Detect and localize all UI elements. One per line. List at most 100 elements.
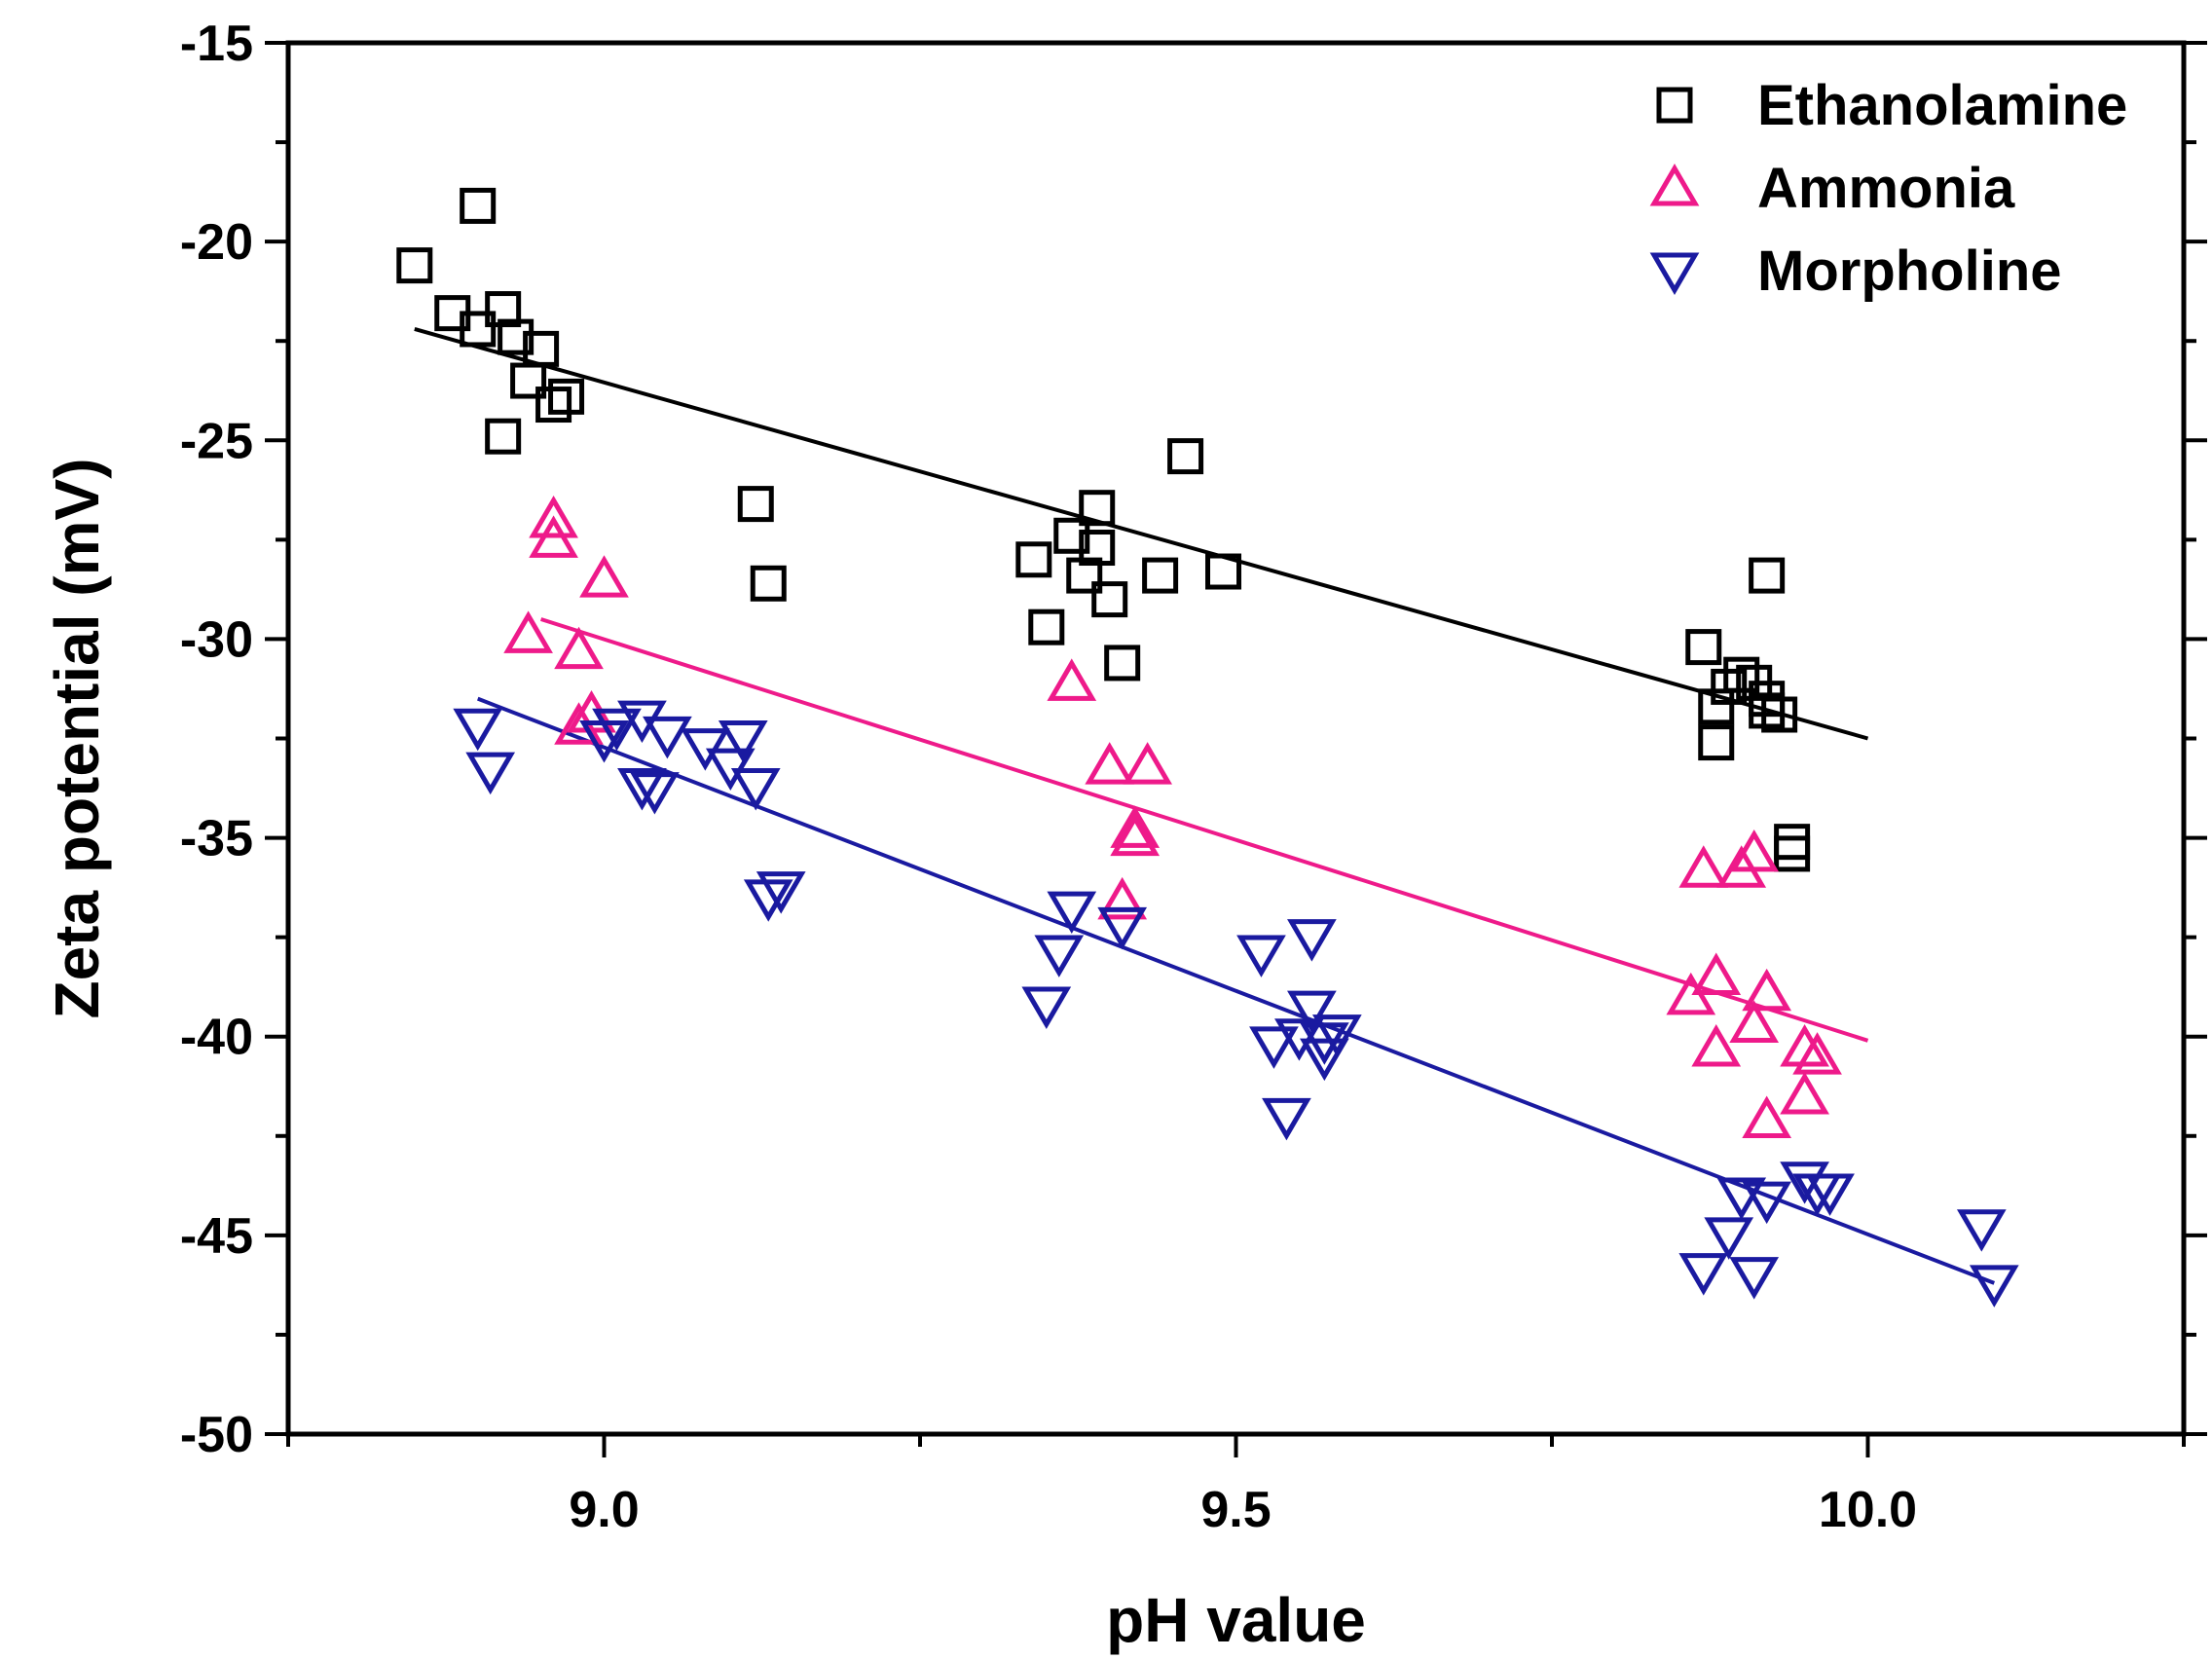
point-morpholine [1021,986,1072,1030]
point-ethanolamine [1774,824,1811,861]
point-morpholine [617,767,667,811]
point-morpholine [1047,891,1097,935]
point-ethanolamine [460,187,497,224]
plot-frame [285,40,2187,1437]
point-ammonia [1123,742,1172,785]
point-morpholine [1034,935,1085,977]
y-axis-title: Zeta potential (mV) [42,458,112,1018]
point-ammonia [1097,876,1148,920]
point-ethanolamine [1205,553,1242,590]
y-tick-label: -20 [180,214,253,271]
point-ammonia [554,626,604,670]
point-ammonia [1780,1071,1829,1115]
point-ethanolamine [1167,438,1204,475]
point-ethanolamine [1749,692,1786,729]
point-ammonia [1742,968,1792,1012]
point-ammonia [1678,845,1729,888]
y-tick-label: -45 [180,1208,253,1265]
point-ammonia [1085,742,1135,785]
legend: Ethanolamine Ammonia Morpholine [1649,74,2127,303]
point-ethanolamine [1761,696,1798,733]
point-morpholine [1287,919,1337,962]
point-morpholine [1287,990,1337,1034]
point-ethanolamine [485,291,522,328]
point-ethanolamine [498,318,535,355]
legend-label-ammonia: Ammonia [1757,157,2015,220]
point-ethanolamine [737,486,774,523]
point-ethanolamine [1066,557,1103,594]
point-ethanolamine [1142,557,1179,594]
point-ethanolamine [1698,724,1735,761]
point-ethanolamine [1711,668,1748,705]
point-morpholine [1249,1026,1299,1069]
point-ammonia [579,555,629,598]
ticks-layer: -50 -45 -40 -35 -30 -25 -20 -15 9.0 9.5 10.0 [180,16,2207,1538]
legend-label-ethanolamine: Ethanolamine [1757,74,2127,137]
point-ammonia [1110,805,1161,848]
legend-marker-ethanolamine [1656,87,1693,124]
point-morpholine [756,871,806,914]
point-ethanolamine [396,247,433,284]
point-ethanolamine [1079,530,1116,567]
point-ethanolamine [1774,835,1811,872]
point-morpholine [1300,1038,1349,1082]
point-ammonia [1780,1024,1829,1067]
y-tick-label: -30 [180,611,253,668]
point-morpholine [1956,1209,2007,1252]
point-ammonia [1729,1000,1780,1043]
point-morpholine [1097,906,1148,950]
point-morpholine [1969,1265,2019,1308]
point-ammonia [1691,952,1742,995]
fit-line-ammonia [539,617,1869,1043]
point-morpholine [1236,935,1286,977]
y-tick-label: -15 [180,16,253,72]
point-morpholine [718,720,768,763]
point-ethanolamine [1028,608,1065,645]
point-ethanolamine [548,378,585,415]
legend-marker-ammonia [1649,164,1700,206]
x-tick-label: 9.5 [1200,1482,1271,1538]
point-ammonia [1047,658,1097,701]
y-tick-label: -50 [180,1407,253,1463]
y-tick-label: -40 [180,1010,253,1066]
legend-marker-morpholine [1649,252,1700,295]
point-morpholine [1729,1257,1780,1300]
point-ethanolamine [1053,517,1090,554]
y-tick-label: -35 [180,811,253,867]
x-tick-label: 9.0 [569,1482,639,1538]
legend-label-morpholine: Morpholine [1757,240,2062,303]
point-ammonia [1742,1095,1792,1138]
point-morpholine [1704,1217,1754,1260]
point-morpholine [465,752,516,795]
point-morpholine [1262,1097,1311,1141]
point-ammonia [1110,813,1161,857]
point-morpholine [453,708,503,752]
point-ethanolamine [1079,490,1116,527]
point-morpholine [1742,1181,1792,1225]
point-morpholine [592,708,642,752]
point-morpholine [730,767,781,811]
point-ethanolamine [1749,557,1786,594]
data-points [396,187,2019,1308]
point-morpholine [1678,1253,1729,1296]
point-ethanolamine [523,330,560,367]
x-axis-title: pH value [1106,1585,1366,1655]
point-ammonia [1792,1032,1842,1075]
point-morpholine [643,716,692,759]
point-morpholine [1311,1014,1362,1057]
fit-line-morpholine [476,696,1996,1285]
point-ethanolamine [485,418,522,455]
fit-lines [414,327,1996,1285]
point-ethanolamine [1104,645,1141,682]
point-ammonia [503,610,553,653]
point-ethanolamine [535,387,572,424]
point-ammonia [529,515,578,558]
point-ethanolamine [1685,629,1722,666]
x-tick-label: 10.0 [1819,1482,1917,1538]
point-ammonia [1729,829,1780,872]
point-ammonia [1691,1024,1742,1067]
point-ethanolamine [1698,688,1735,725]
point-ethanolamine [1723,656,1760,693]
fit-line-ethanolamine [414,327,1869,741]
